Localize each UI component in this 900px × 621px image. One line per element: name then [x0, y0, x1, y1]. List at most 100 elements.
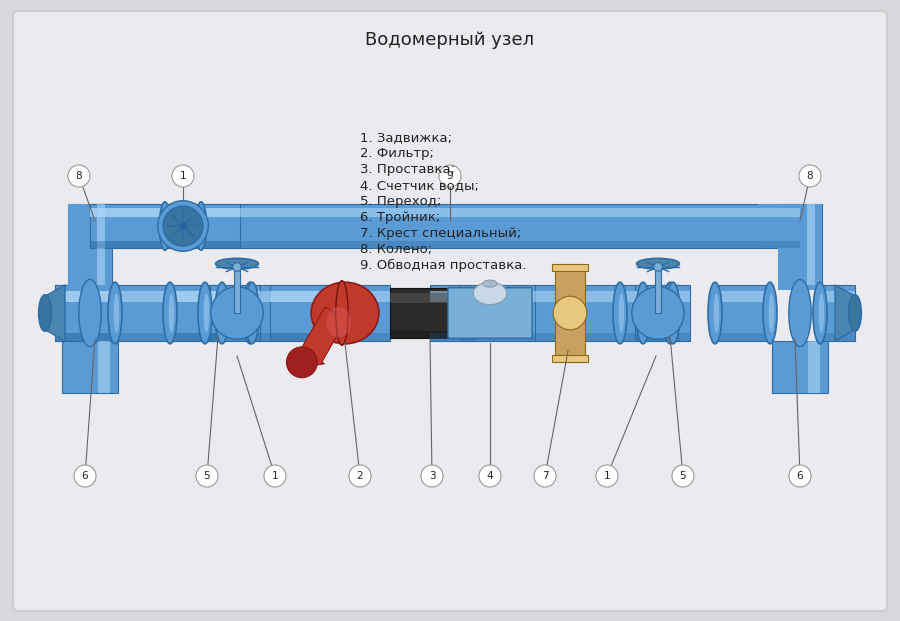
Circle shape — [439, 165, 461, 187]
Ellipse shape — [708, 282, 722, 344]
Bar — [635, 291, 690, 302]
Circle shape — [632, 287, 684, 339]
Bar — [210, 333, 260, 341]
Text: 3. Проставка;: 3. Проставка; — [360, 163, 455, 176]
Ellipse shape — [327, 307, 351, 338]
Bar — [820, 333, 855, 341]
Ellipse shape — [250, 293, 256, 333]
Bar — [806, 204, 815, 285]
Ellipse shape — [671, 293, 677, 333]
Bar — [96, 204, 105, 285]
Circle shape — [211, 287, 263, 339]
Bar — [715, 291, 770, 302]
Bar — [210, 285, 260, 341]
Bar — [620, 291, 680, 302]
Bar — [552, 264, 589, 271]
Polygon shape — [45, 285, 65, 341]
Ellipse shape — [473, 282, 507, 304]
Bar — [170, 285, 220, 341]
Bar — [535, 291, 620, 302]
Bar — [250, 291, 330, 302]
Ellipse shape — [113, 293, 119, 333]
Bar — [90, 242, 240, 248]
Bar — [460, 285, 535, 341]
FancyArrow shape — [298, 307, 346, 367]
Bar — [715, 333, 770, 341]
FancyBboxPatch shape — [68, 204, 112, 290]
Bar — [820, 285, 855, 341]
Ellipse shape — [763, 282, 777, 344]
Ellipse shape — [311, 282, 379, 344]
Ellipse shape — [666, 282, 680, 344]
Text: 7. Крест специальный;: 7. Крест специальный; — [360, 227, 521, 240]
Bar — [90, 209, 800, 217]
Bar — [210, 291, 260, 302]
Ellipse shape — [79, 279, 101, 347]
Ellipse shape — [849, 295, 861, 331]
Bar — [460, 333, 535, 341]
Text: 4. Счетчик воды;: 4. Счетчик воды; — [360, 179, 479, 192]
Ellipse shape — [636, 282, 650, 344]
Ellipse shape — [168, 293, 175, 333]
Text: 8. Колено;: 8. Колено; — [360, 243, 432, 256]
Bar — [270, 291, 390, 302]
Text: 9: 9 — [446, 171, 454, 181]
Bar — [535, 285, 620, 341]
Circle shape — [349, 465, 371, 487]
Text: 9. Обводная проставка.: 9. Обводная проставка. — [360, 259, 526, 272]
Circle shape — [653, 263, 662, 271]
Ellipse shape — [769, 293, 774, 333]
Bar — [250, 333, 330, 341]
FancyBboxPatch shape — [448, 288, 532, 338]
Ellipse shape — [813, 282, 827, 344]
Circle shape — [163, 206, 202, 246]
Circle shape — [554, 296, 587, 330]
Bar — [55, 285, 115, 341]
Bar — [554, 268, 585, 313]
Text: 7: 7 — [542, 471, 548, 481]
Bar — [390, 288, 465, 338]
Text: 1: 1 — [272, 471, 278, 481]
Text: 4: 4 — [487, 471, 493, 481]
FancyBboxPatch shape — [778, 204, 822, 290]
Ellipse shape — [163, 282, 177, 344]
Circle shape — [233, 263, 241, 271]
Ellipse shape — [243, 282, 257, 344]
Ellipse shape — [220, 293, 226, 333]
Bar — [778, 204, 822, 285]
Bar — [90, 204, 240, 248]
Bar — [270, 333, 390, 341]
Ellipse shape — [200, 211, 204, 242]
Ellipse shape — [636, 258, 680, 269]
Text: 1: 1 — [180, 171, 186, 181]
Text: 5: 5 — [680, 471, 687, 481]
Circle shape — [158, 201, 208, 252]
Circle shape — [286, 347, 318, 378]
Ellipse shape — [788, 279, 811, 347]
Bar — [620, 285, 680, 341]
Bar — [808, 341, 820, 393]
Ellipse shape — [159, 202, 170, 250]
Bar — [90, 242, 800, 248]
Text: 5. Переход;: 5. Переход; — [360, 195, 441, 208]
Bar — [55, 333, 220, 341]
Bar — [772, 341, 828, 393]
Ellipse shape — [198, 282, 212, 344]
Polygon shape — [835, 285, 855, 341]
Bar — [715, 285, 770, 341]
Bar — [390, 330, 465, 338]
Ellipse shape — [663, 282, 677, 344]
Bar — [62, 341, 118, 393]
Text: 2: 2 — [356, 471, 364, 481]
Circle shape — [179, 222, 187, 230]
Ellipse shape — [215, 282, 229, 344]
Circle shape — [172, 165, 194, 187]
Bar — [234, 270, 240, 313]
Ellipse shape — [195, 202, 206, 250]
Ellipse shape — [669, 293, 674, 333]
Ellipse shape — [245, 282, 259, 344]
Circle shape — [479, 465, 501, 487]
Text: 8: 8 — [806, 171, 814, 181]
Text: 3: 3 — [428, 471, 436, 481]
FancyBboxPatch shape — [68, 204, 132, 248]
